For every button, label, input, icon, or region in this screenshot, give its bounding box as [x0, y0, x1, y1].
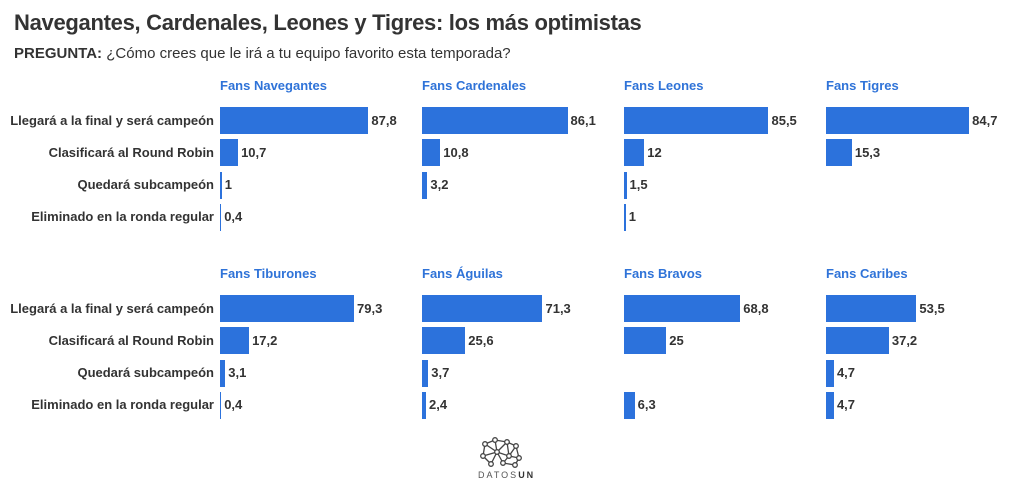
panel-title: Fans Tiburones [220, 266, 317, 281]
category-label: Llegará a la final y será campeón [10, 300, 214, 316]
bar [220, 171, 222, 199]
data-label: 3,2 [430, 177, 449, 193]
bar [624, 327, 667, 355]
data-label: 84,7 [972, 112, 998, 128]
brand-suffix: UN [518, 470, 536, 480]
data-label: 2,4 [429, 397, 448, 413]
bar [422, 171, 428, 199]
data-label: 85,5 [771, 112, 797, 128]
data-label: 87,8 [371, 112, 397, 128]
bar [220, 203, 222, 231]
data-label: 71,3 [545, 300, 571, 316]
panel-title: Fans Águilas [422, 266, 503, 281]
bar [624, 139, 645, 167]
bar [624, 171, 627, 199]
data-label: 1 [628, 209, 636, 225]
data-label: 79,3 [357, 300, 383, 316]
bar [220, 391, 222, 419]
panel-title: Fans Leones [624, 78, 704, 93]
network-graph-icon [480, 437, 522, 468]
data-label: 1 [224, 177, 232, 193]
bar [826, 107, 970, 134]
data-label: 53,5 [919, 300, 945, 316]
data-label: 68,8 [743, 300, 769, 316]
bar [422, 359, 429, 387]
data-label: 3,1 [228, 365, 247, 381]
panel-title: Fans Bravos [624, 266, 703, 281]
chart-subtitle: PREGUNTA: ¿Cómo crees que le irá a tu eq… [14, 45, 511, 62]
category-label: Clasificará al Round Robin [48, 144, 214, 160]
data-label: 4,7 [836, 365, 856, 381]
bar [624, 203, 626, 231]
brand-logo-text: DATOSUN [478, 470, 535, 480]
bar [624, 295, 741, 322]
brand-prefix: DATOS [478, 470, 519, 480]
data-label: 25,6 [468, 332, 494, 348]
bar [624, 107, 769, 134]
bar [826, 295, 917, 322]
bar [220, 107, 369, 134]
data-label: 37,2 [891, 332, 918, 348]
bar [220, 359, 226, 387]
bar [220, 295, 355, 322]
bar [422, 107, 568, 134]
bar [624, 391, 635, 419]
question-text: ¿Cómo crees que le irá a tu equipo favor… [102, 45, 511, 62]
bar [422, 295, 543, 322]
category-label: Llegará a la final y será campeón [10, 112, 214, 128]
data-label: 1,5 [629, 177, 648, 193]
data-label: 25 [669, 332, 684, 348]
bar [826, 139, 852, 167]
bar [422, 327, 466, 355]
panel-title: Fans Caribes [826, 266, 908, 281]
data-label: 12 [647, 144, 662, 160]
bar [826, 391, 834, 419]
chart-title: Navegantes, Cardenales, Leones y Tigres:… [14, 10, 642, 35]
bar [422, 139, 441, 167]
category-label: Eliminado en la ronda regular [31, 397, 214, 413]
data-label: 10,7 [241, 144, 267, 160]
data-label: 86,1 [570, 112, 596, 128]
data-label: 4,7 [836, 397, 856, 413]
bar [826, 359, 834, 387]
data-label: 10,8 [443, 144, 469, 160]
panel-title: Fans Tigres [826, 78, 899, 93]
category-label: Clasificará al Round Robin [48, 332, 214, 348]
data-label: 17,2 [252, 332, 278, 348]
data-label: 0,4 [224, 209, 243, 225]
bar [826, 327, 889, 355]
data-label: 0,4 [224, 397, 243, 413]
category-label: Quedará subcampeón [77, 365, 214, 381]
category-label: Eliminado en la ronda regular [31, 209, 214, 225]
panel-title: Fans Navegantes [220, 78, 327, 93]
bar [220, 139, 239, 167]
question-label: PREGUNTA: [14, 45, 103, 62]
bar [422, 391, 427, 419]
data-label: 6,3 [637, 397, 656, 413]
panel-title: Fans Cardenales [422, 78, 527, 93]
data-label: 15,3 [854, 144, 881, 160]
data-label: 3,7 [431, 365, 450, 381]
bar [220, 327, 250, 355]
category-label: Quedará subcampeón [77, 177, 214, 193]
